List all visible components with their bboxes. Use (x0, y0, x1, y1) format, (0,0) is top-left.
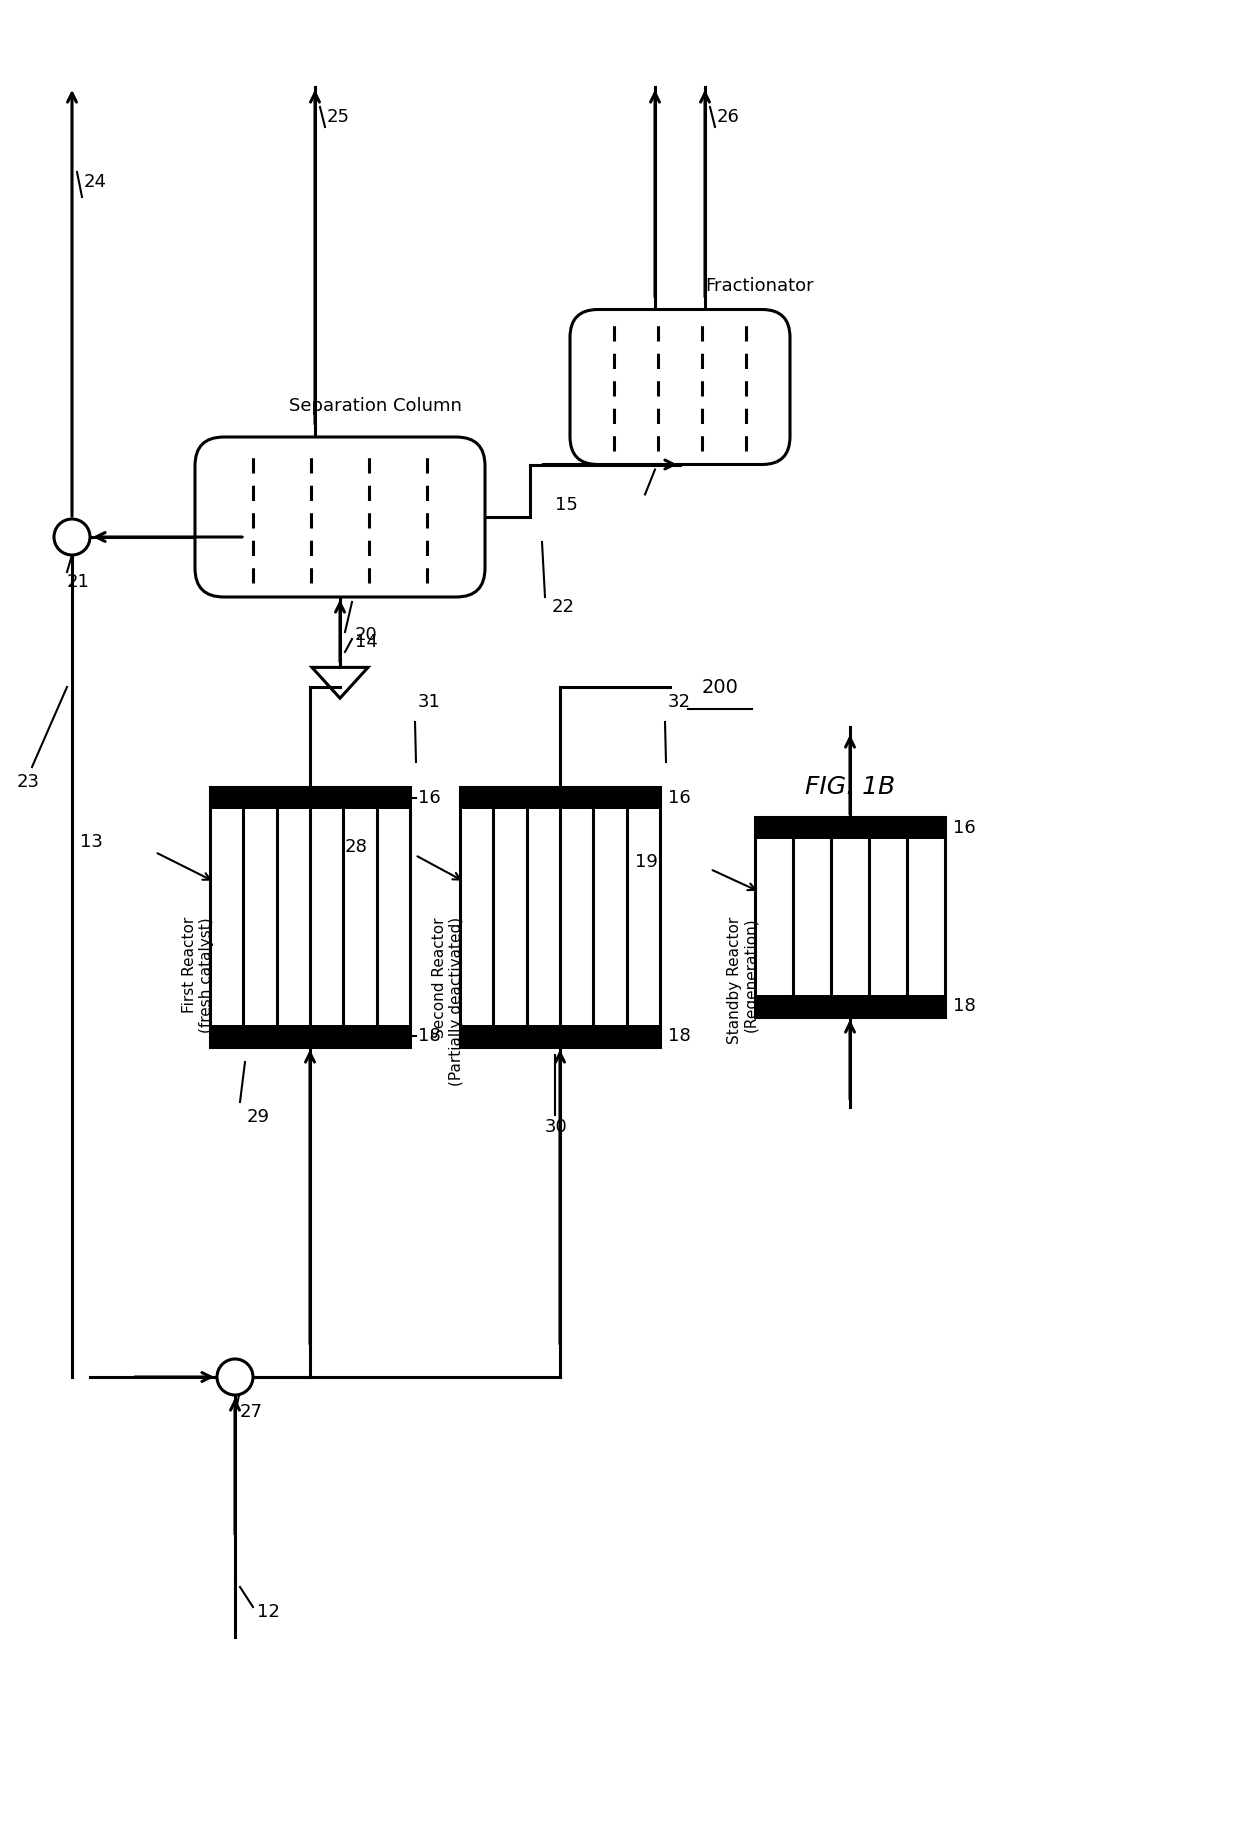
Bar (755, 996, 945, 1018)
Text: 18: 18 (418, 1027, 440, 1045)
FancyBboxPatch shape (195, 437, 485, 597)
Text: 31: 31 (418, 693, 441, 711)
Text: 26: 26 (717, 108, 740, 127)
Text: 18: 18 (668, 1027, 691, 1045)
Text: 13: 13 (81, 832, 103, 851)
Text: 16: 16 (954, 819, 976, 838)
Text: 18: 18 (954, 997, 976, 1016)
Text: 15: 15 (556, 496, 578, 514)
Text: 30: 30 (546, 1119, 568, 1135)
Text: 25: 25 (327, 108, 350, 127)
Text: Separation Column: Separation Column (289, 397, 461, 415)
Circle shape (55, 520, 91, 555)
Bar (460, 1025, 660, 1047)
Text: 200: 200 (702, 678, 739, 696)
Text: 16: 16 (418, 790, 440, 806)
Text: 22: 22 (552, 599, 575, 615)
Text: FIG. 1B: FIG. 1B (805, 775, 895, 799)
Text: 16: 16 (668, 790, 691, 806)
Text: 12: 12 (257, 1604, 280, 1620)
Bar (210, 1025, 410, 1047)
Text: 14: 14 (355, 634, 378, 650)
Text: 27: 27 (241, 1403, 263, 1422)
Text: 20: 20 (355, 626, 378, 645)
FancyBboxPatch shape (570, 309, 790, 465)
Bar (210, 786, 410, 1047)
Text: Standby Reactor
(Regeneration): Standby Reactor (Regeneration) (727, 917, 759, 1043)
Text: 29: 29 (247, 1108, 270, 1126)
Circle shape (217, 1359, 253, 1394)
Text: 32: 32 (668, 693, 691, 711)
Bar (755, 817, 945, 1018)
Text: 28: 28 (345, 838, 368, 856)
Bar (460, 786, 660, 1047)
Text: Fractionator: Fractionator (706, 277, 815, 294)
Bar (210, 786, 410, 808)
Text: 21: 21 (67, 573, 89, 592)
Text: 24: 24 (84, 173, 107, 191)
Text: 23: 23 (17, 773, 40, 792)
Text: First Reactor
(fresh catalyst): First Reactor (fresh catalyst) (182, 917, 215, 1032)
Text: Second Reactor
(Partially deactivated): Second Reactor (Partially deactivated) (432, 917, 464, 1086)
Text: 19: 19 (635, 852, 658, 871)
Bar (755, 817, 945, 840)
Bar (460, 786, 660, 808)
